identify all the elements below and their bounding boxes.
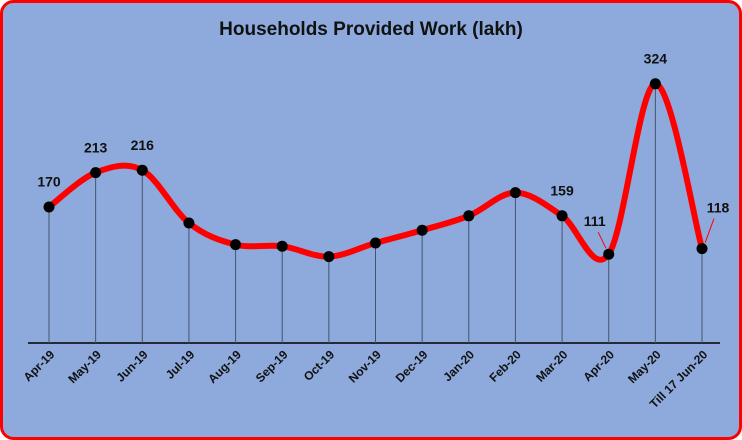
data-point — [323, 251, 335, 263]
data-label: 159 — [550, 183, 574, 199]
data-point — [603, 248, 615, 260]
chart-title: Households Provided Work (lakh) — [219, 19, 523, 40]
data-label: 118 — [707, 199, 730, 215]
data-point — [370, 237, 381, 249]
data-label: 216 — [131, 137, 155, 153]
data-label: 324 — [644, 51, 668, 67]
data-label: 170 — [37, 174, 61, 190]
data-point — [696, 243, 708, 255]
data-label: 213 — [84, 139, 108, 155]
data-point — [90, 167, 102, 179]
data-point — [463, 210, 475, 222]
data-point — [649, 78, 661, 90]
data-point — [276, 240, 288, 252]
data-point — [509, 187, 521, 199]
data-point — [136, 164, 148, 176]
data-point — [556, 210, 568, 222]
data-label: 111 — [584, 213, 606, 229]
data-point — [416, 224, 428, 236]
leader-line — [597, 231, 607, 249]
data-line — [46, 80, 705, 263]
data-point — [183, 217, 195, 229]
data-point — [230, 239, 242, 251]
data-point — [43, 201, 55, 213]
leader-line — [704, 218, 715, 243]
